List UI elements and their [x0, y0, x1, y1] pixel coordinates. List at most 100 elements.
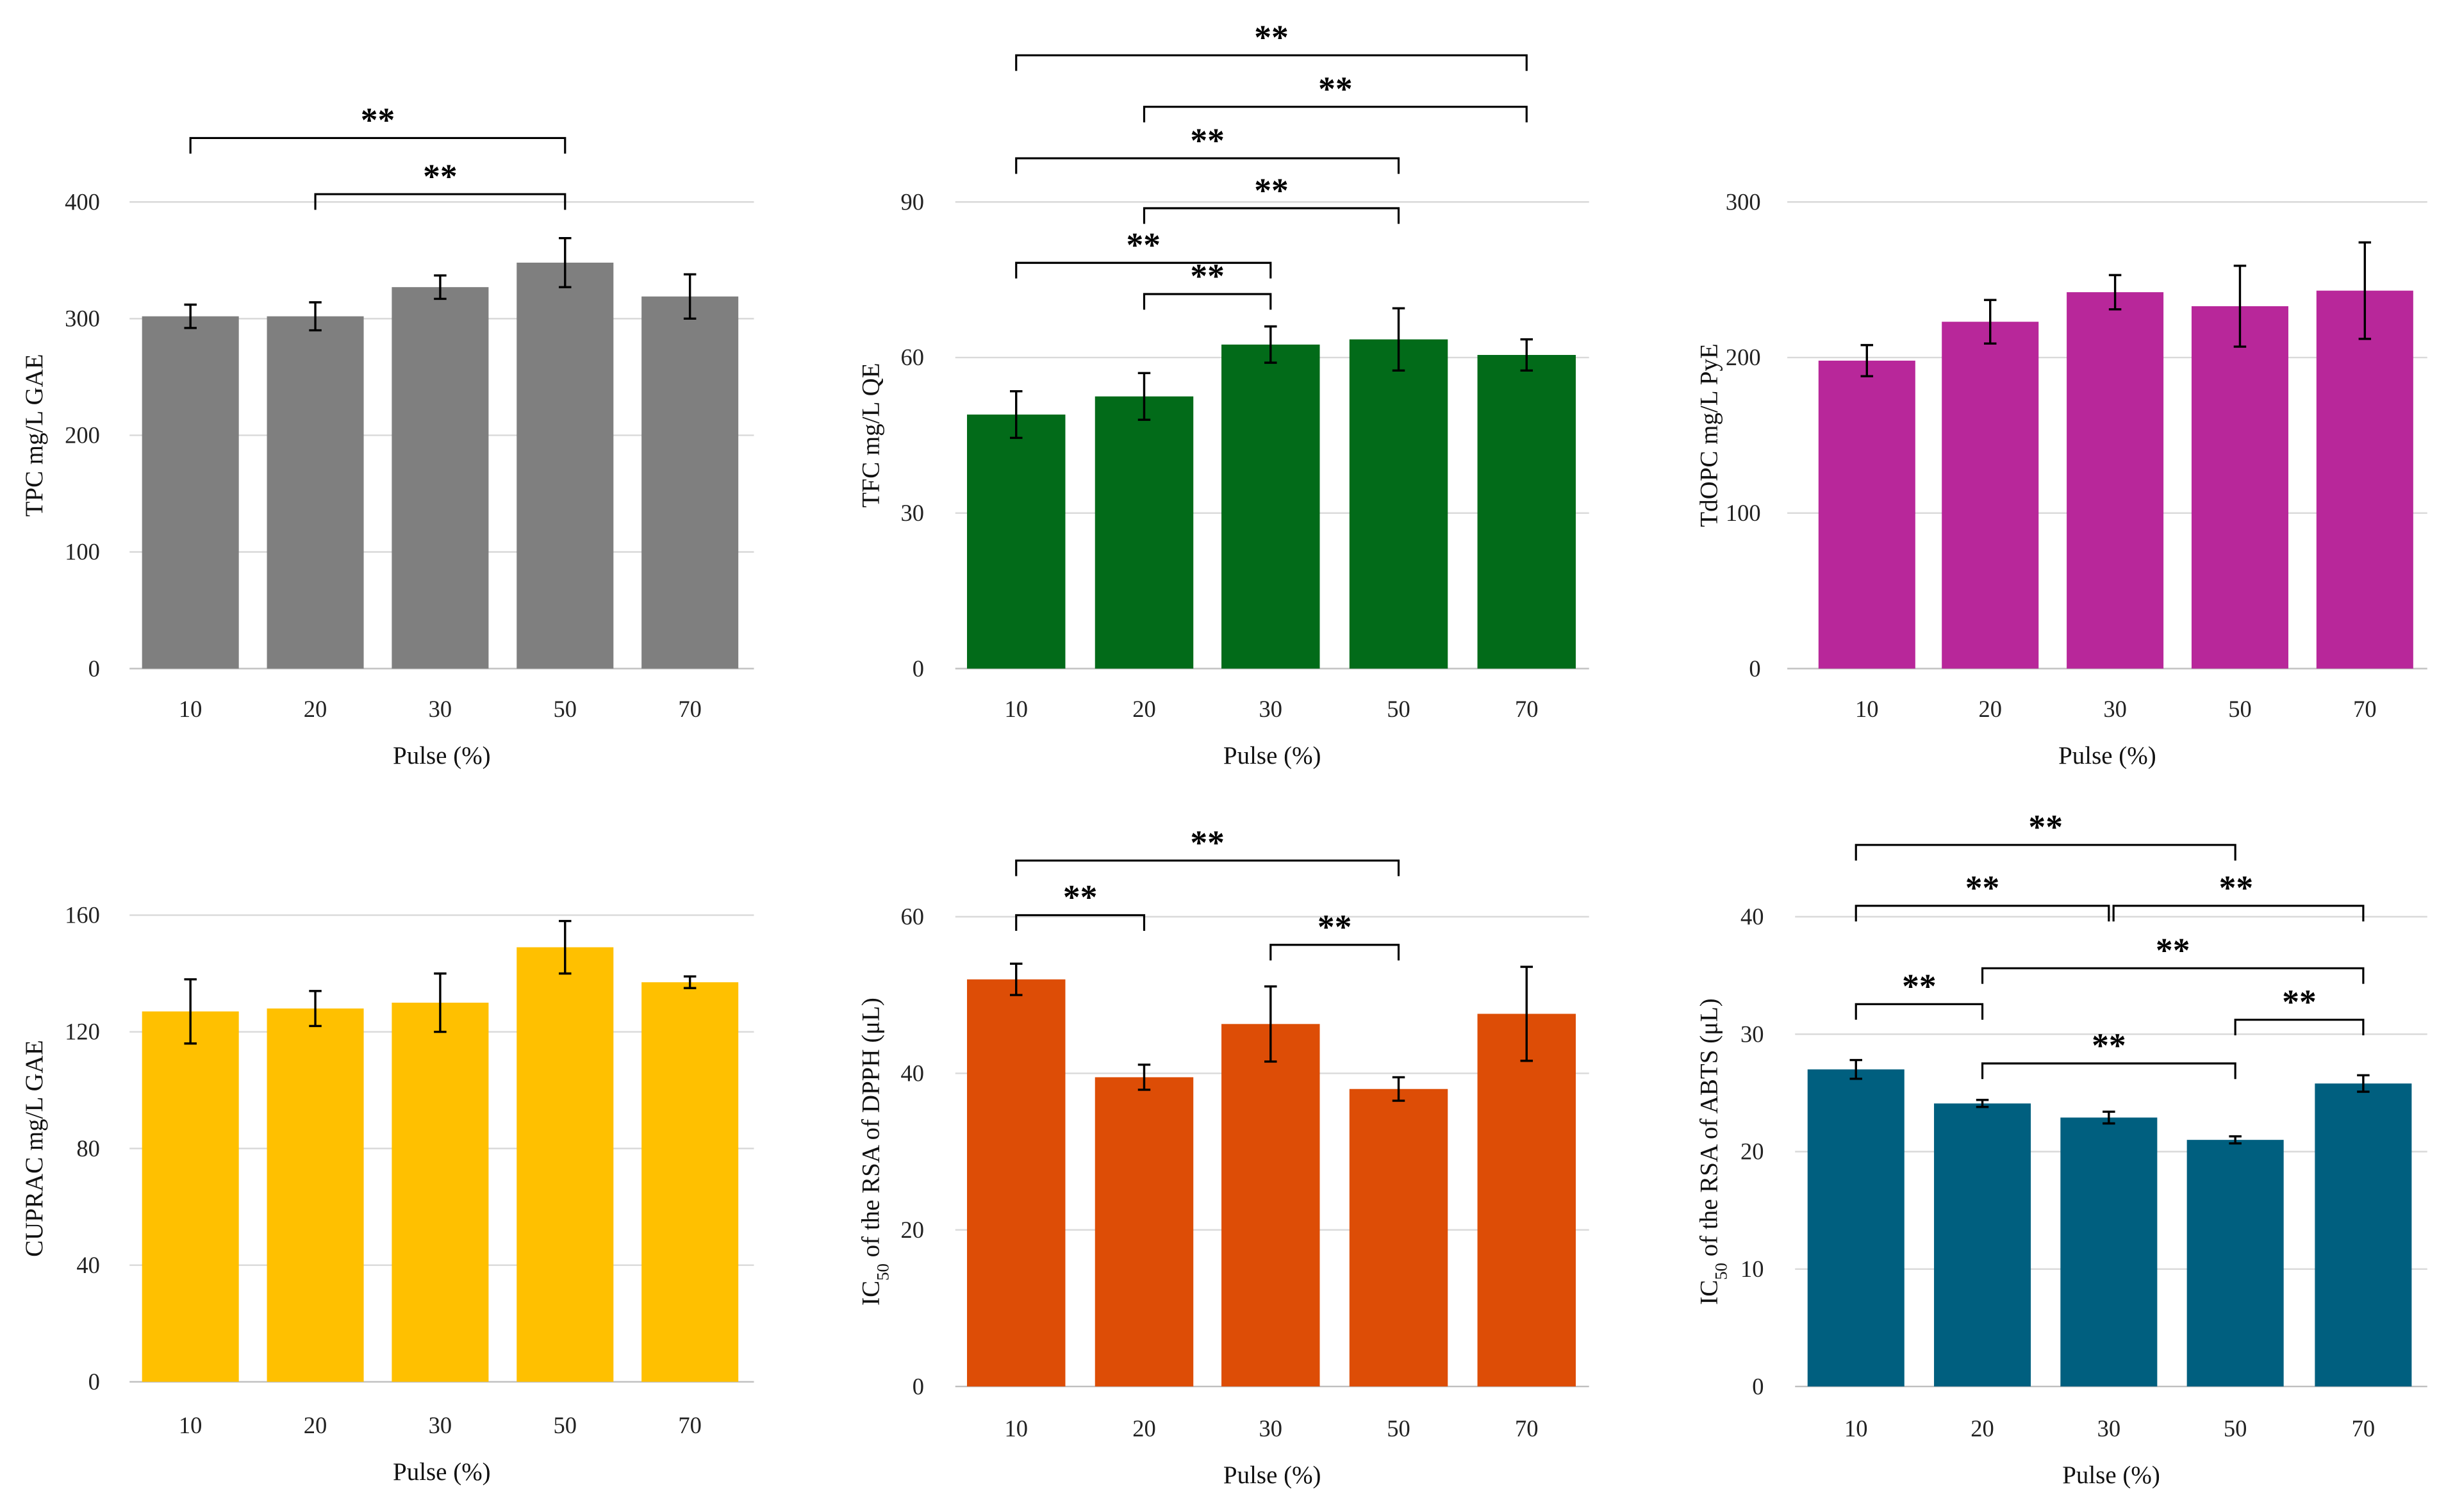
significance-label: ** — [2028, 808, 2063, 846]
error-bar — [1264, 985, 1277, 1063]
x-tick-label: 30 — [2097, 1415, 2121, 1442]
significance-bracket: ** — [1015, 226, 1272, 279]
significance-label: ** — [1063, 878, 1098, 917]
y-tick-label: 20 — [901, 1217, 925, 1243]
significance-bracket: ** — [1855, 869, 2110, 922]
y-tick-label: 60 — [901, 344, 925, 370]
y-axis-label-rest: of the RSA of ABTS (μL) — [1695, 998, 1723, 1263]
x-tick-label: 20 — [1971, 1415, 1994, 1442]
bar — [967, 979, 1066, 1387]
significance-label: ** — [361, 101, 395, 140]
y-tick-label: 90 — [901, 188, 925, 215]
y-axis-label-main: TdOPC mg/L PyE — [1695, 343, 1723, 527]
error-bar — [2233, 265, 2247, 348]
y-tick-label: 0 — [913, 1373, 924, 1399]
significance-bracket: ** — [1015, 823, 1400, 876]
error-bar — [1976, 1099, 1989, 1108]
bar — [1095, 1077, 1194, 1387]
y-tick-label: 40 — [901, 1060, 925, 1086]
y-tick-label: 0 — [88, 655, 100, 682]
y-tick-label: 0 — [1752, 1373, 1764, 1399]
y-tick-label: 60 — [901, 903, 925, 930]
significance-bracket: ** — [1015, 878, 1146, 931]
x-axis-label: Pulse (%) — [1223, 1461, 1321, 1489]
significance-bracket: ** — [189, 101, 566, 154]
bar — [1221, 1024, 1320, 1387]
x-tick-label: 50 — [2228, 696, 2252, 722]
bar — [1095, 396, 1194, 669]
x-tick-label: 70 — [678, 696, 702, 722]
y-axis-label: IC50 of the RSA of DPPH (μL) — [857, 998, 892, 1306]
x-tick-label: 30 — [2103, 696, 2127, 722]
x-tick-label: 20 — [304, 1412, 327, 1438]
error-bar — [559, 919, 572, 975]
significance-bracket: ** — [1015, 19, 1528, 71]
significance-label: ** — [1190, 823, 1225, 862]
bar — [641, 296, 739, 669]
x-tick-label: 30 — [1259, 1415, 1283, 1442]
bar — [2315, 1083, 2412, 1387]
significance-bracket: ** — [1855, 808, 2236, 861]
error-bar — [1392, 307, 1405, 372]
error-bar — [1520, 338, 1533, 372]
bar — [2060, 1117, 2158, 1387]
error-bar — [1010, 390, 1023, 440]
significance-bracket: ** — [1143, 257, 1272, 310]
y-axis-label: TdOPC mg/L PyE — [1695, 343, 1723, 527]
bar — [142, 1011, 239, 1382]
bar — [142, 316, 239, 669]
x-axis-label: Pulse (%) — [1223, 742, 1321, 769]
x-axis-label: Pulse (%) — [393, 1458, 491, 1486]
error-bar — [1849, 1058, 1862, 1080]
bar — [516, 262, 614, 669]
y-tick-label: 100 — [65, 539, 100, 565]
significance-bracket: ** — [1143, 171, 1400, 224]
x-tick-label: 10 — [1004, 1415, 1028, 1442]
x-tick-label: 50 — [554, 696, 577, 722]
y-tick-label: 80 — [76, 1135, 100, 1162]
bar — [267, 316, 364, 669]
x-tick-label: 30 — [429, 696, 452, 722]
significance-label: ** — [1318, 908, 1352, 946]
bar — [392, 287, 489, 669]
bar — [641, 982, 739, 1382]
x-tick-label: 20 — [1978, 696, 2002, 722]
bar — [1477, 354, 1576, 669]
significance-label: ** — [1318, 70, 1353, 108]
chart-panel-4: 0 40 80 120 160 10 20 30 50 70 Pulse (%) CUPRAC mg/… — [21, 902, 754, 1486]
y-tick-label: 0 — [88, 1368, 100, 1395]
x-tick-label: 70 — [2352, 1415, 2376, 1442]
y-axis-label-main: IC — [1695, 1280, 1723, 1305]
x-tick-label: 70 — [678, 1412, 702, 1438]
x-tick-label: 30 — [429, 1412, 452, 1438]
significance-bracket: ** — [1015, 121, 1400, 174]
y-tick-label: 40 — [76, 1252, 100, 1278]
bar — [1807, 1069, 1905, 1387]
chart-panel-2: 0 30 60 90 10 20 30 50 70 Pulse (%) TFC mg/L QE ** *… — [857, 19, 1589, 769]
error-bar — [2229, 1135, 2242, 1145]
y-tick-label: 300 — [65, 306, 100, 332]
chart-panel-3: 0 100 200 300 10 20 30 50 70 Pulse (%) TdOPC mg/L … — [1695, 188, 2427, 769]
significance-label: ** — [1190, 121, 1225, 160]
x-axis-label: Pulse (%) — [393, 742, 491, 769]
x-tick-label: 20 — [1132, 696, 1156, 722]
bar — [1942, 322, 2039, 669]
error-bar — [1137, 1064, 1151, 1091]
x-tick-label: 10 — [179, 696, 202, 722]
y-axis-label: TPC mg/L GAE — [21, 354, 48, 516]
error-bar — [2358, 241, 2372, 340]
bar — [1221, 344, 1320, 669]
error-bar — [434, 972, 447, 1033]
error-bar — [683, 975, 697, 989]
x-tick-label: 50 — [2224, 1415, 2247, 1442]
significance-label: ** — [1902, 967, 1937, 1006]
y-axis-label-main: IC — [857, 1281, 884, 1306]
x-tick-label: 10 — [1855, 696, 1879, 722]
y-tick-label: 0 — [913, 655, 924, 682]
y-tick-label: 200 — [1726, 344, 1761, 370]
y-axis-label: TFC mg/L QE — [857, 363, 884, 507]
significance-label: ** — [2282, 983, 2317, 1021]
bar — [1349, 339, 1448, 669]
